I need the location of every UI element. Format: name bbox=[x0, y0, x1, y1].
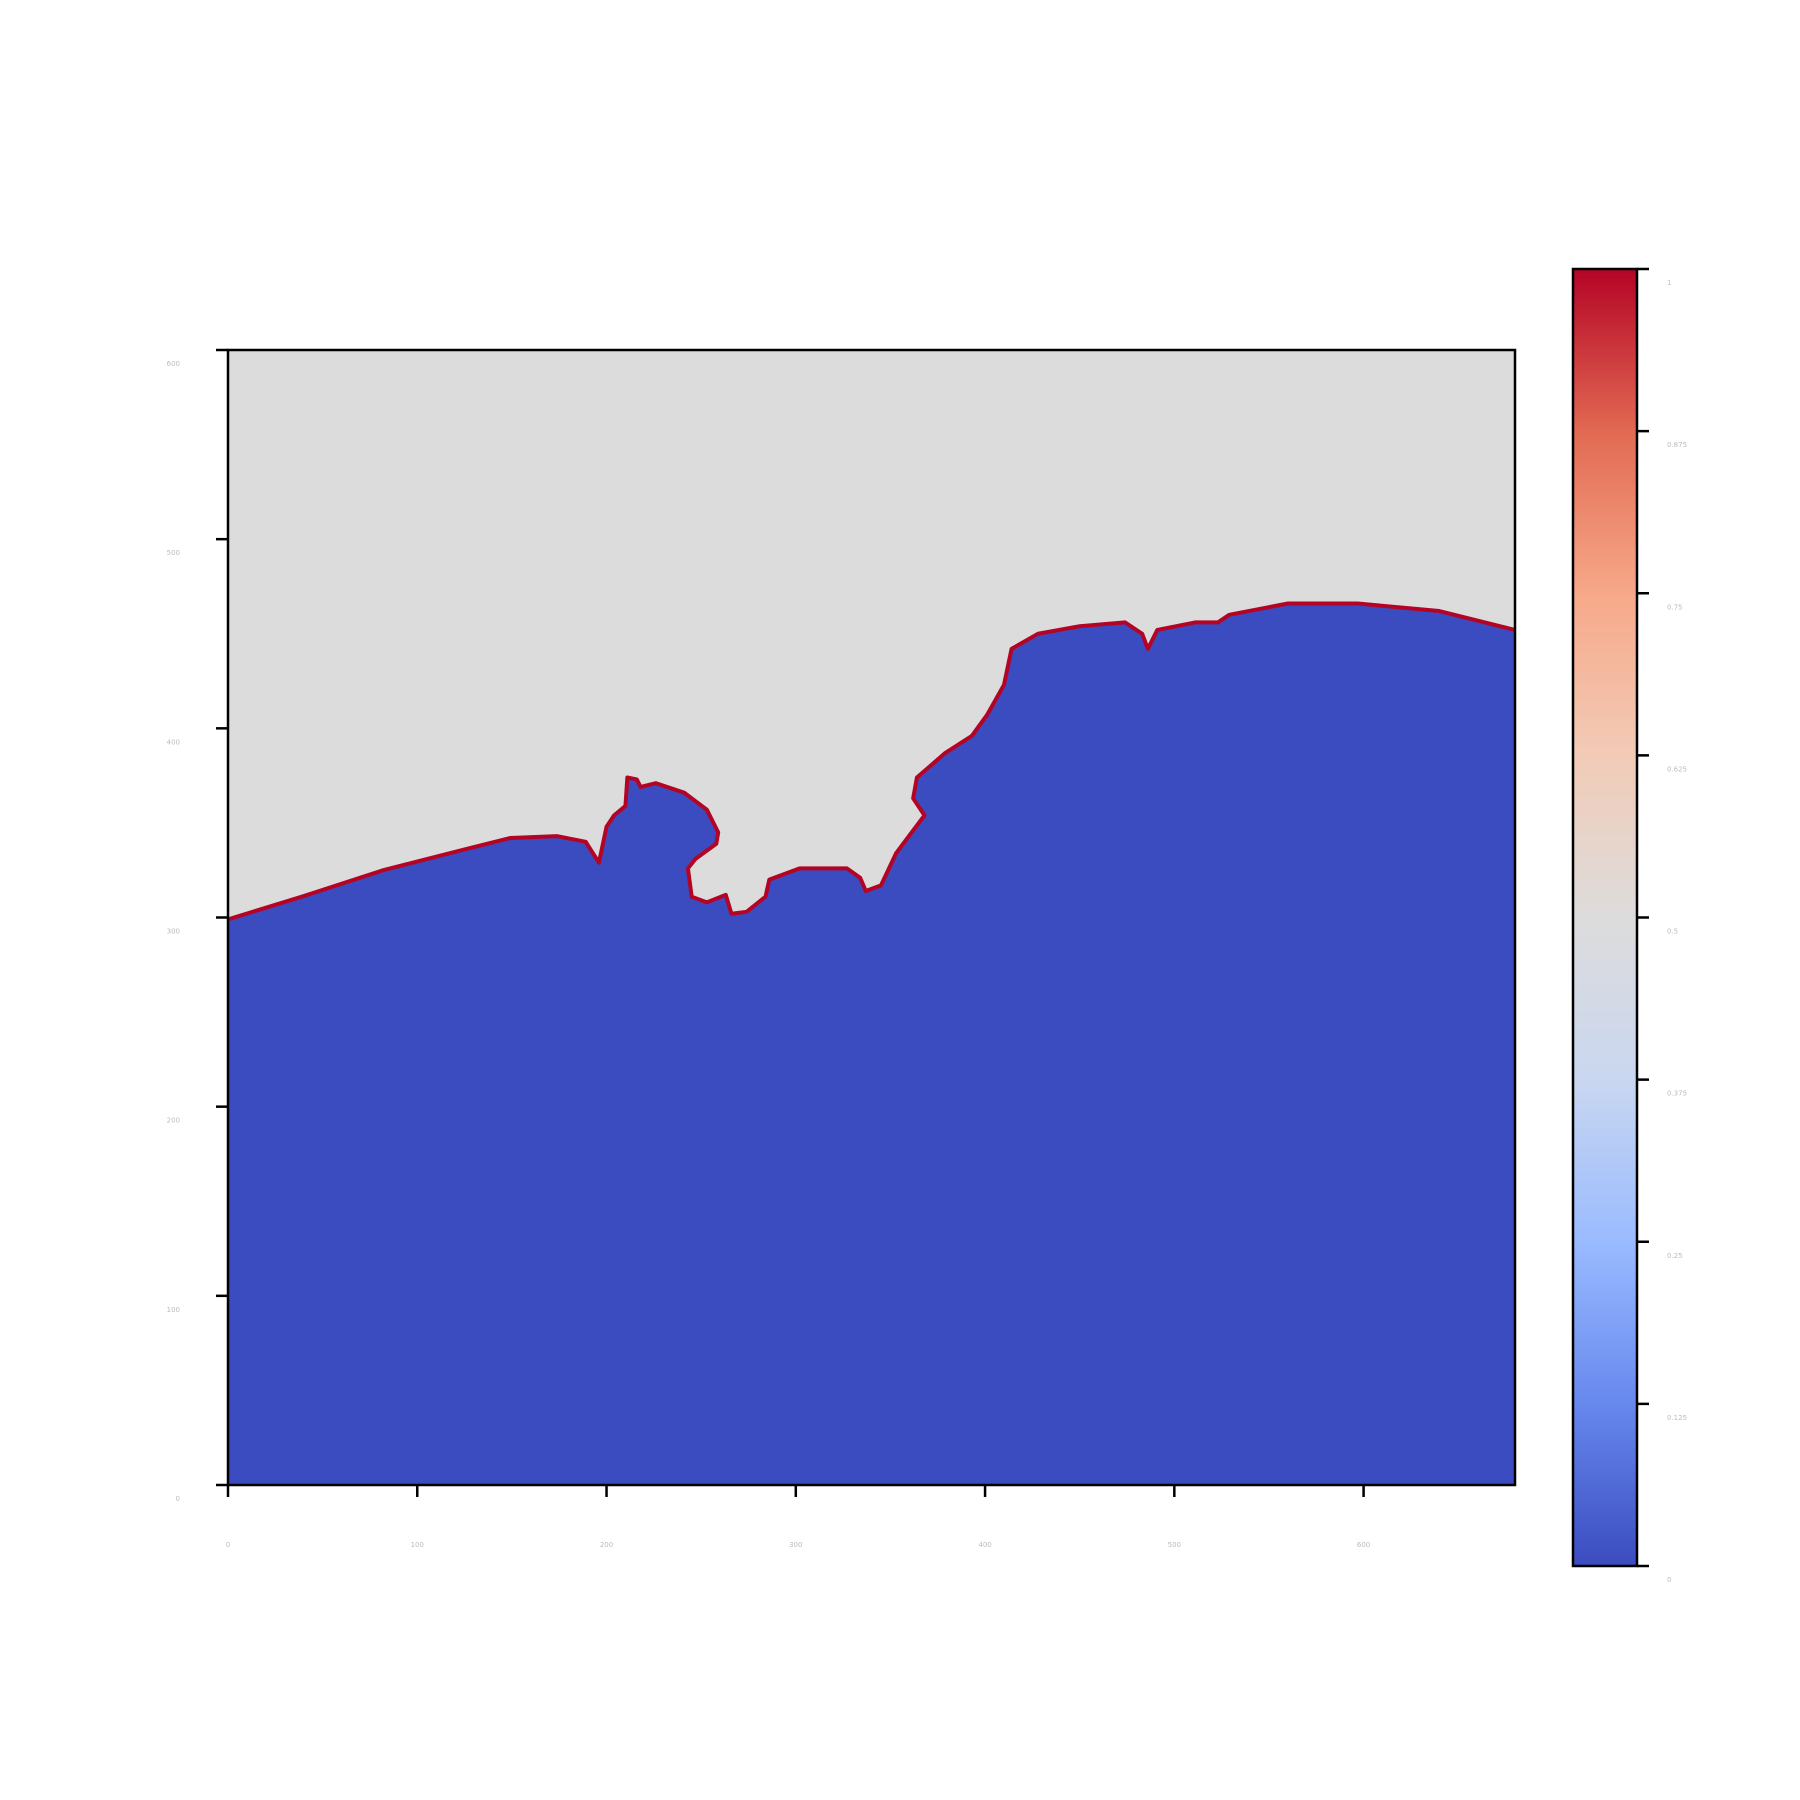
y-tick-label: 500 bbox=[167, 549, 180, 557]
x-tick-label: 400 bbox=[978, 1541, 991, 1549]
y-tick-label: 300 bbox=[167, 928, 180, 936]
y-tick-label: 100 bbox=[167, 1306, 180, 1314]
colorbar-tick-label: 0.5 bbox=[1667, 928, 1678, 936]
colorbar-tick-label: 0.75 bbox=[1667, 603, 1683, 611]
contour-line bbox=[227, 601, 1516, 922]
colorbar-tick-label: 0.125 bbox=[1667, 1414, 1687, 1422]
colorbar-tick-label: 0.25 bbox=[1667, 1252, 1683, 1260]
colorbar-tick-label: 1 bbox=[1667, 279, 1671, 287]
colorbar-tick-label: 0.625 bbox=[1667, 765, 1687, 773]
region-below bbox=[228, 603, 1515, 1485]
colorbar-tick-label: 0 bbox=[1667, 1576, 1671, 1584]
x-tick-label: 500 bbox=[1168, 1541, 1181, 1549]
y-tick-label: 0 bbox=[176, 1495, 180, 1503]
y-tick-label: 200 bbox=[167, 1117, 180, 1125]
x-tick-label: 0 bbox=[226, 1541, 230, 1549]
colorbar bbox=[1571, 267, 1639, 1568]
x-tick-label: 300 bbox=[789, 1541, 802, 1549]
x-tick-label: 100 bbox=[411, 1541, 424, 1549]
colorbar-tick-label: 0.875 bbox=[1667, 441, 1687, 449]
colorbar-tick-label: 0.375 bbox=[1667, 1090, 1687, 1098]
x-tick-label: 600 bbox=[1357, 1541, 1370, 1549]
y-tick-label: 600 bbox=[167, 360, 180, 368]
x-tick-label: 200 bbox=[600, 1541, 613, 1549]
y-tick-label: 400 bbox=[167, 738, 180, 746]
region-above bbox=[228, 350, 1515, 920]
